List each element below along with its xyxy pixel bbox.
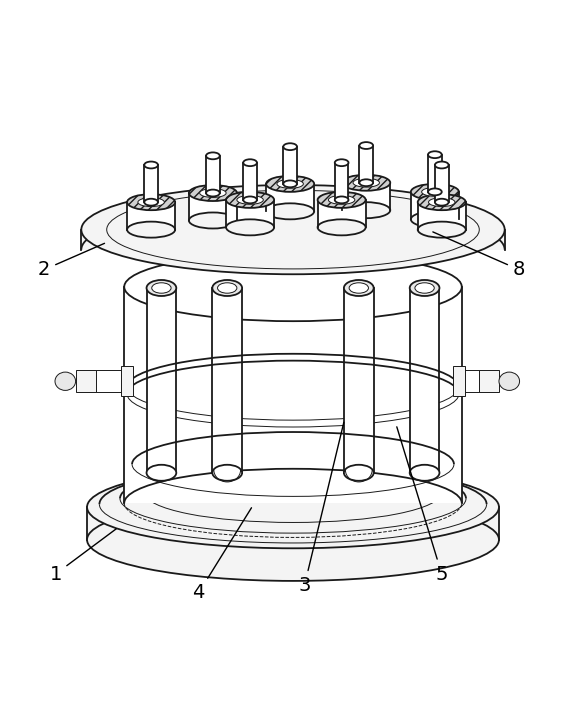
Polygon shape bbox=[453, 366, 465, 397]
Ellipse shape bbox=[418, 222, 466, 237]
Polygon shape bbox=[342, 183, 390, 210]
Ellipse shape bbox=[146, 465, 176, 481]
Ellipse shape bbox=[410, 465, 440, 481]
Ellipse shape bbox=[243, 196, 257, 203]
Ellipse shape bbox=[283, 181, 297, 187]
Polygon shape bbox=[124, 287, 462, 503]
Ellipse shape bbox=[152, 283, 171, 293]
Ellipse shape bbox=[189, 185, 237, 201]
Polygon shape bbox=[335, 163, 349, 200]
Ellipse shape bbox=[344, 280, 374, 296]
Polygon shape bbox=[212, 288, 242, 473]
Ellipse shape bbox=[226, 219, 274, 235]
Ellipse shape bbox=[206, 190, 220, 196]
Ellipse shape bbox=[418, 194, 466, 210]
Text: 8: 8 bbox=[433, 232, 525, 279]
Ellipse shape bbox=[435, 161, 449, 169]
Polygon shape bbox=[87, 507, 499, 540]
Ellipse shape bbox=[342, 202, 390, 218]
Ellipse shape bbox=[206, 152, 220, 159]
Ellipse shape bbox=[410, 280, 440, 296]
Ellipse shape bbox=[217, 283, 237, 293]
Ellipse shape bbox=[277, 179, 304, 188]
Ellipse shape bbox=[422, 188, 448, 196]
Polygon shape bbox=[146, 288, 176, 473]
Ellipse shape bbox=[212, 280, 242, 296]
Ellipse shape bbox=[428, 198, 455, 207]
Ellipse shape bbox=[124, 252, 462, 321]
Polygon shape bbox=[121, 366, 133, 397]
Ellipse shape bbox=[428, 151, 442, 158]
Ellipse shape bbox=[349, 283, 369, 293]
Ellipse shape bbox=[189, 213, 237, 228]
Polygon shape bbox=[206, 156, 220, 193]
Polygon shape bbox=[283, 146, 297, 184]
Ellipse shape bbox=[266, 203, 314, 219]
Ellipse shape bbox=[359, 142, 373, 149]
Polygon shape bbox=[76, 370, 96, 392]
Text: 2: 2 bbox=[38, 243, 104, 279]
Ellipse shape bbox=[127, 222, 175, 237]
Polygon shape bbox=[411, 192, 459, 219]
Ellipse shape bbox=[87, 498, 499, 581]
Ellipse shape bbox=[359, 179, 373, 186]
Polygon shape bbox=[428, 155, 442, 192]
Ellipse shape bbox=[144, 199, 158, 205]
Polygon shape bbox=[318, 200, 366, 228]
Polygon shape bbox=[479, 370, 499, 392]
Ellipse shape bbox=[328, 196, 355, 204]
Ellipse shape bbox=[127, 194, 175, 210]
Ellipse shape bbox=[283, 143, 297, 150]
Ellipse shape bbox=[237, 196, 263, 204]
Text: 5: 5 bbox=[397, 427, 448, 584]
Polygon shape bbox=[359, 146, 373, 183]
Text: 3: 3 bbox=[298, 422, 344, 595]
Polygon shape bbox=[266, 184, 314, 211]
Polygon shape bbox=[410, 288, 440, 473]
Ellipse shape bbox=[87, 466, 499, 548]
Polygon shape bbox=[435, 165, 449, 202]
Polygon shape bbox=[226, 200, 274, 228]
Ellipse shape bbox=[353, 178, 380, 187]
Ellipse shape bbox=[415, 283, 434, 293]
Ellipse shape bbox=[428, 188, 442, 196]
Ellipse shape bbox=[138, 198, 164, 207]
Polygon shape bbox=[243, 163, 257, 200]
Ellipse shape bbox=[344, 465, 374, 481]
Ellipse shape bbox=[411, 211, 459, 228]
Ellipse shape bbox=[318, 219, 366, 235]
Text: 4: 4 bbox=[192, 508, 251, 602]
Ellipse shape bbox=[226, 192, 274, 208]
Ellipse shape bbox=[55, 372, 76, 390]
Polygon shape bbox=[144, 165, 158, 202]
Ellipse shape bbox=[411, 184, 459, 200]
Polygon shape bbox=[344, 288, 374, 473]
Polygon shape bbox=[127, 202, 175, 230]
Ellipse shape bbox=[318, 192, 366, 208]
Ellipse shape bbox=[335, 196, 349, 203]
Ellipse shape bbox=[144, 161, 158, 169]
Ellipse shape bbox=[342, 175, 390, 191]
Polygon shape bbox=[189, 193, 237, 220]
Ellipse shape bbox=[335, 159, 349, 166]
Ellipse shape bbox=[266, 176, 314, 192]
Ellipse shape bbox=[243, 159, 257, 166]
Ellipse shape bbox=[146, 280, 176, 296]
Ellipse shape bbox=[499, 372, 520, 390]
Polygon shape bbox=[418, 202, 466, 230]
Ellipse shape bbox=[212, 465, 242, 481]
Ellipse shape bbox=[200, 188, 226, 198]
Polygon shape bbox=[81, 230, 505, 250]
Ellipse shape bbox=[81, 185, 505, 274]
Text: 1: 1 bbox=[49, 529, 116, 584]
Ellipse shape bbox=[435, 199, 449, 205]
